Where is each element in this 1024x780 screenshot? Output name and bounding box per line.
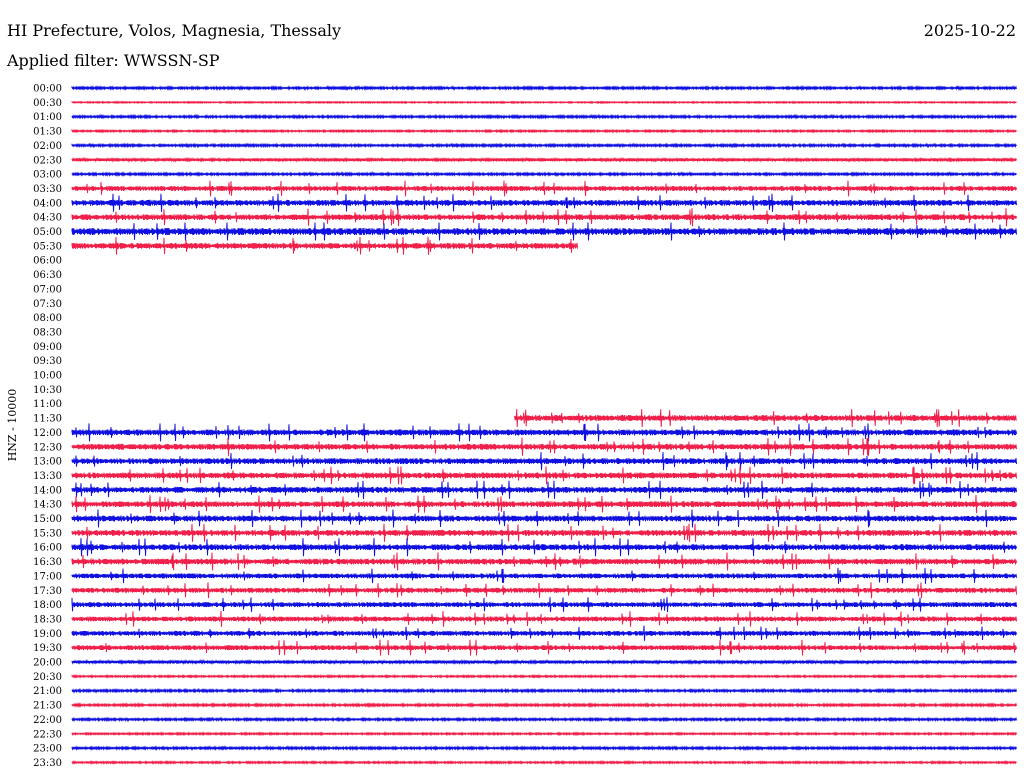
- filter-label: Applied filter: WWSSN-SP: [6, 51, 220, 70]
- time-label: 10:00: [33, 371, 62, 382]
- trace-1800: [71, 597, 1017, 613]
- time-label: 12:30: [33, 442, 62, 453]
- trace-2130: [71, 702, 1017, 708]
- trace-2100: [71, 687, 1017, 694]
- trace-1730: [71, 582, 1017, 599]
- trace-1300: [71, 452, 1017, 471]
- time-label: 13:30: [33, 471, 62, 482]
- trace-0100: [71, 113, 1017, 120]
- trace-2230: [71, 731, 1017, 737]
- trace-0500: [71, 222, 1017, 241]
- trace-0030: [71, 100, 1017, 105]
- time-label: 09:00: [33, 342, 62, 353]
- trace-0300: [71, 171, 1017, 178]
- trace-1430: [71, 495, 1017, 514]
- time-label: 07:30: [33, 299, 62, 310]
- time-label: 18:00: [33, 600, 62, 611]
- time-label: 00:30: [33, 98, 62, 109]
- trace-1130: [514, 409, 1017, 428]
- time-label: 01:00: [33, 112, 62, 123]
- time-label: 19:00: [33, 629, 62, 640]
- trace-0330: [71, 180, 1017, 197]
- trace-1600: [71, 538, 1017, 557]
- time-label: 14:00: [33, 485, 62, 496]
- time-axis-labels: 00:00 00:30 01:00 01:30 02:00 02:30 03:00 03:30…: [33, 84, 62, 769]
- channel-label: HNZ - 10000: [6, 389, 19, 462]
- time-label: 20:00: [33, 658, 62, 669]
- time-label: 01:30: [33, 127, 62, 138]
- time-label: 06:30: [33, 270, 62, 281]
- time-label: 16:00: [33, 543, 62, 554]
- time-label: 15:00: [33, 514, 62, 525]
- trace-0430: [71, 208, 1017, 227]
- trace-1230: [71, 437, 1017, 456]
- trace-1830: [71, 610, 1017, 627]
- time-label: 11:30: [33, 414, 62, 425]
- trace-1930: [71, 639, 1017, 656]
- time-label: 21:30: [33, 701, 62, 712]
- time-label: 03:00: [33, 170, 62, 181]
- time-label: 08:00: [33, 313, 62, 324]
- time-label: 00:00: [33, 84, 62, 95]
- time-label: 07:00: [33, 284, 62, 295]
- time-label: 09:30: [33, 356, 62, 367]
- time-label: 22:30: [33, 729, 62, 740]
- trace-0230: [71, 156, 1017, 163]
- trace-0130: [71, 128, 1017, 134]
- time-label: 13:00: [33, 457, 62, 468]
- time-label: 21:00: [33, 686, 62, 697]
- trace-0000: [71, 85, 1017, 91]
- trace-1900: [71, 625, 1017, 641]
- trace-0400: [71, 193, 1017, 212]
- time-label: 16:30: [33, 557, 62, 568]
- time-label: 08:30: [33, 327, 62, 338]
- trace-1400: [71, 480, 1017, 499]
- trace-2000: [71, 658, 1017, 666]
- time-label: 17:30: [33, 586, 62, 597]
- time-label: 15:30: [33, 528, 62, 539]
- trace-1200: [71, 423, 1017, 442]
- time-label: 19:30: [33, 643, 62, 654]
- plot-date: 2025-10-22: [924, 21, 1016, 40]
- time-label: 04:00: [33, 198, 62, 209]
- time-label: 12:00: [33, 428, 62, 439]
- trace-2200: [71, 716, 1017, 723]
- time-label: 20:30: [33, 672, 62, 683]
- time-label: 14:30: [33, 500, 62, 511]
- time-label: 23:00: [33, 744, 62, 755]
- time-label: 05:30: [33, 241, 62, 252]
- trace-0200: [71, 142, 1017, 149]
- trace-2300: [71, 745, 1017, 752]
- time-label: 11:00: [33, 399, 62, 410]
- time-label: 02:30: [33, 155, 62, 166]
- trace-1330: [71, 466, 1017, 485]
- time-label: 17:00: [33, 571, 62, 582]
- trace-1500: [71, 509, 1017, 528]
- trace-1700: [71, 567, 1017, 584]
- time-label: 23:30: [33, 758, 62, 769]
- seismogram-traces: [71, 85, 1017, 765]
- trace-0530: [71, 236, 578, 255]
- time-label: 03:30: [33, 184, 62, 195]
- time-label: 04:30: [33, 213, 62, 224]
- time-label: 18:30: [33, 614, 62, 625]
- time-label: 22:00: [33, 715, 62, 726]
- trace-1530: [71, 523, 1017, 542]
- time-label: 06:00: [33, 256, 62, 267]
- station-title: HI Prefecture, Volos, Magnesia, Thessaly: [7, 21, 341, 40]
- trace-1630: [71, 552, 1017, 571]
- time-label: 02:00: [33, 141, 62, 152]
- trace-2330: [71, 760, 1017, 765]
- trace-2030: [71, 674, 1017, 679]
- time-label: 05:00: [33, 227, 62, 238]
- time-label: 10:30: [33, 385, 62, 396]
